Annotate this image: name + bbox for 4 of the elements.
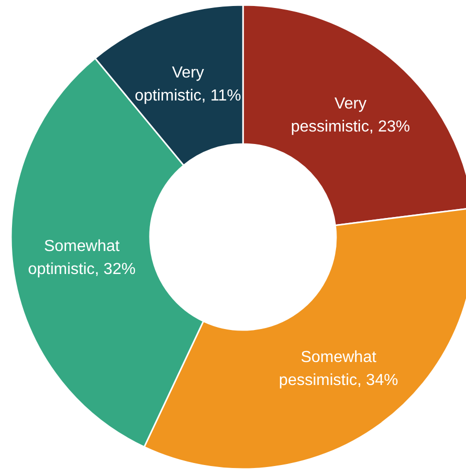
slice-label: Very optimistic, 11%: [134, 64, 242, 104]
slice-label: Somewhat optimistic, 32%: [28, 237, 136, 278]
slice-label: Somewhat pessimistic, 34%: [278, 348, 398, 388]
slice-label: Very pessimistic, 23%: [290, 95, 410, 136]
